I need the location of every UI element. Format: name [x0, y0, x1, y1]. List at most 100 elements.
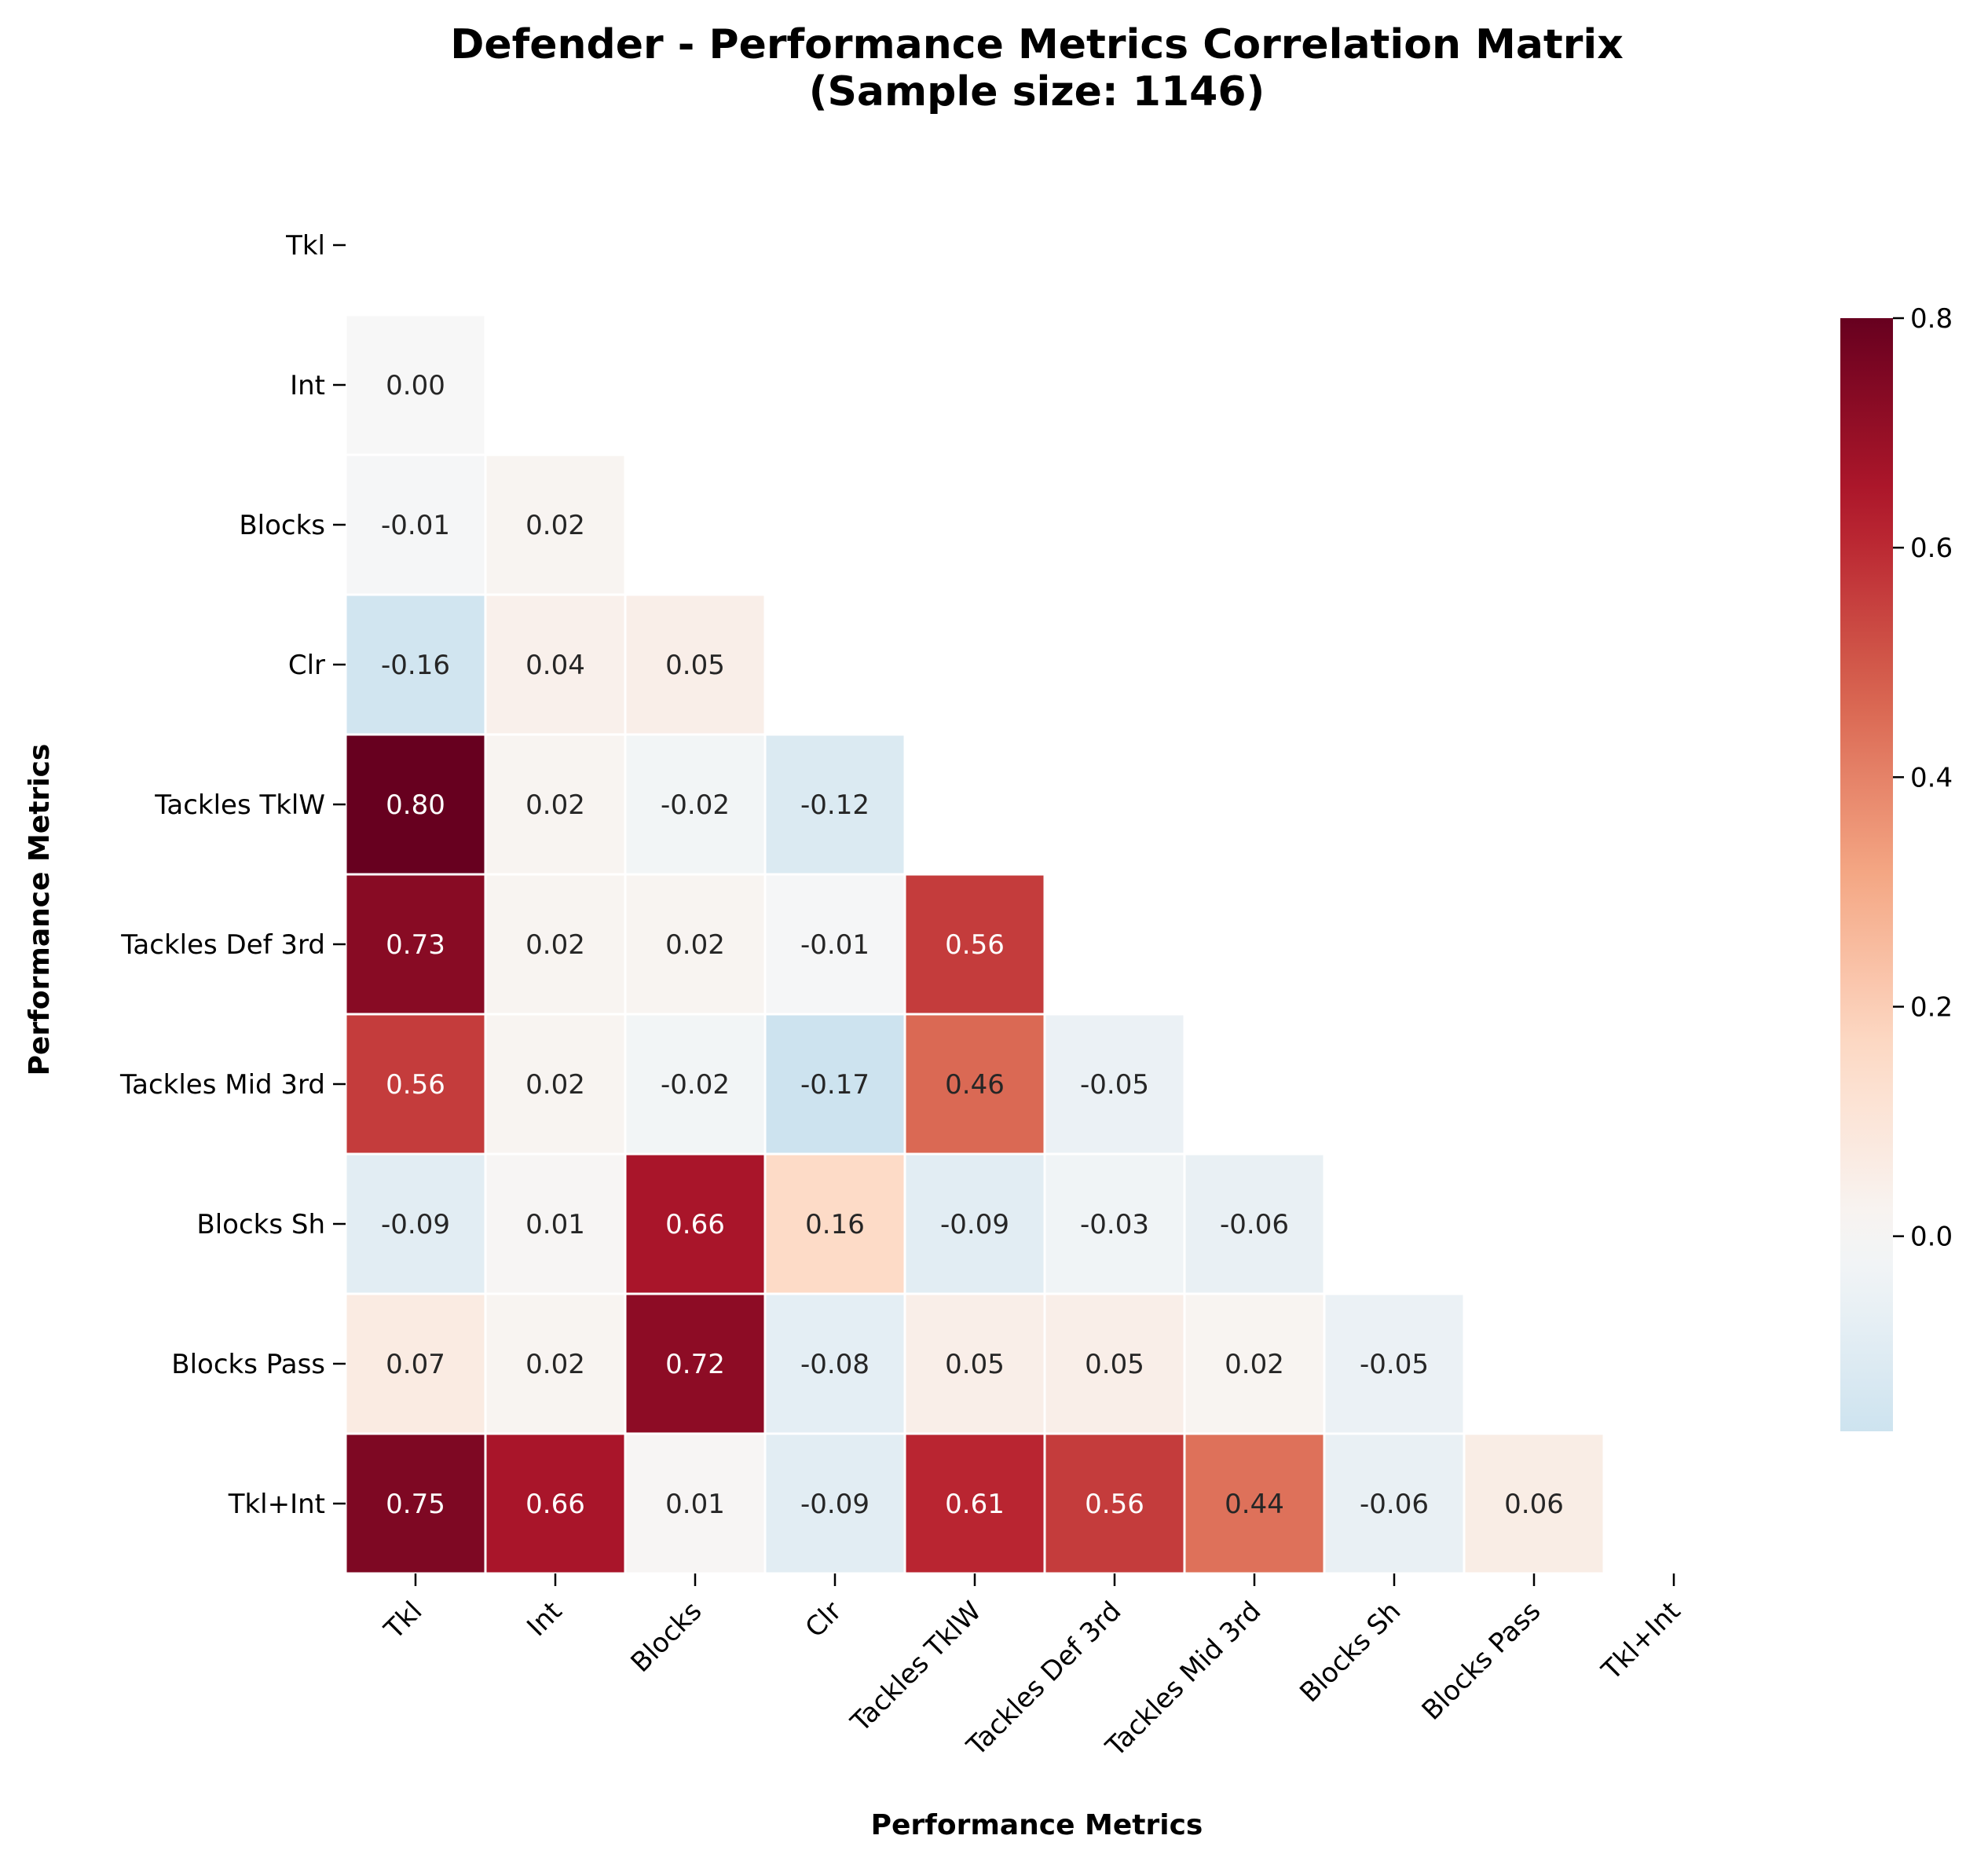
y-tick-label: Blocks Sh — [196, 1209, 325, 1240]
heatmap-cell-value: 0.56 — [386, 1069, 445, 1101]
heatmap-cell-value: -0.09 — [381, 1209, 450, 1240]
chart-title-line1: Defender - Performance Metrics Correlati… — [450, 21, 1624, 68]
heatmap-cell — [763, 733, 906, 876]
heatmap-cell-value: 0.73 — [386, 929, 445, 961]
heatmap-cell-value: 0.46 — [945, 1069, 1005, 1101]
heatmap-cell — [484, 733, 627, 876]
heatmap-cell-value: 0.61 — [945, 1489, 1005, 1520]
x-tick-label: Blocks Pass — [1416, 1595, 1547, 1727]
colorbar-tick-label: 0.2 — [1910, 991, 1953, 1023]
heatmap-cell-value: 0.02 — [665, 929, 725, 961]
heatmap-cell-value: -0.03 — [1080, 1209, 1149, 1240]
heatmap-cell-value: -0.01 — [381, 510, 450, 541]
heatmap-cell — [344, 1432, 487, 1575]
heatmap-cell — [903, 1013, 1046, 1156]
heatmap-cell-value: 0.72 — [665, 1349, 725, 1380]
heatmap-cell — [1323, 1292, 1466, 1435]
heatmap-cell — [1463, 1432, 1605, 1575]
colorbar — [1840, 318, 1893, 1431]
heatmap-cell — [1043, 1432, 1186, 1575]
heatmap-cell-value: 0.01 — [665, 1489, 725, 1520]
y-tick-label: Tkl — [285, 230, 325, 262]
heatmap-cell-value: 0.02 — [1225, 1349, 1284, 1380]
heatmap-cell-value: 0.16 — [805, 1209, 865, 1240]
heatmap-cell — [1043, 1152, 1186, 1295]
heatmap-cell-value: -0.01 — [800, 929, 870, 961]
heatmap-cell — [763, 1013, 906, 1156]
x-tick-label: Blocks — [625, 1595, 708, 1679]
x-tick-label: Clr — [800, 1595, 848, 1644]
heatmap-cell — [624, 1292, 767, 1435]
heatmap-cell-value: 0.56 — [1085, 1489, 1144, 1520]
heatmap-cell-value: 0.02 — [525, 1349, 585, 1380]
heatmap-cell — [484, 873, 627, 1016]
heatmap-cell — [1183, 1432, 1326, 1575]
heatmap-cell — [344, 313, 487, 456]
y-tick-label: Tackles TklW — [154, 789, 325, 821]
heatmap-cell — [763, 873, 906, 1016]
x-tick-label: Tkl — [378, 1595, 428, 1646]
heatmap-cell-value: -0.17 — [800, 1069, 870, 1101]
heatmap-cell-value: 0.44 — [1225, 1489, 1284, 1520]
x-tick-label: Int — [521, 1595, 568, 1643]
heatmap-cell — [763, 1152, 906, 1295]
heatmap-cell — [484, 453, 627, 596]
heatmap-cell-value: -0.06 — [1360, 1489, 1429, 1520]
heatmap-cell — [763, 1432, 906, 1575]
y-axis-ticks: Tkl Int Blocks Clr Tackles TklW Tackles Def 3… — [119, 230, 346, 1520]
colorbar-tick-label: 0.0 — [1910, 1222, 1953, 1253]
heatmap-cell-value: -0.08 — [800, 1349, 870, 1380]
heatmap-cell — [344, 453, 487, 596]
colorbar-tick-label: 0.6 — [1910, 533, 1953, 564]
x-tick-label: Blocks Sh — [1294, 1595, 1407, 1709]
heatmap-cell-value: 0.66 — [665, 1209, 725, 1240]
heatmap-cell — [344, 1292, 487, 1435]
y-tick-label: Tackles Def 3rd — [120, 929, 325, 961]
colorbar-ticks: 0.0 0.2 0.4 0.6 0.8 — [1893, 303, 1953, 1253]
heatmap-cell-value: -0.02 — [661, 1069, 730, 1101]
x-axis-title: Performance Metrics — [871, 1809, 1203, 1841]
chart-title-line2: (Sample size: 1146) — [809, 68, 1265, 115]
heatmap-cell-value: 0.56 — [945, 929, 1005, 961]
heatmap-cell-value: -0.12 — [800, 789, 870, 821]
heatmap-cell-value: -0.05 — [1080, 1069, 1149, 1101]
colorbar-tick-label: 0.4 — [1910, 762, 1953, 793]
y-tick-label: Int — [290, 370, 325, 401]
x-tick-label: Tackles Mid 3rd — [1100, 1595, 1268, 1764]
y-tick-label: Tkl+Int — [228, 1489, 325, 1520]
heatmap-cell-value: -0.09 — [940, 1209, 1009, 1240]
heatmap-cell-value: 0.06 — [1504, 1489, 1564, 1520]
heatmap-cell-labels: 0.00 -0.01 0.02 -0.16 0.04 0.05 0.80 0.02 -0.02 -… — [381, 370, 1564, 1520]
heatmap-cell-value: 0.00 — [386, 370, 445, 401]
heatmap-cell — [624, 593, 767, 736]
heatmap-cell-value: -0.02 — [661, 789, 730, 821]
heatmap-cell — [344, 1152, 487, 1295]
heatmap-cell-value: 0.07 — [386, 1349, 445, 1380]
heatmap-cell — [624, 1013, 767, 1156]
heatmap-cell-value: -0.06 — [1220, 1209, 1289, 1240]
y-tick-label: Blocks Pass — [171, 1349, 325, 1380]
heatmap-cell-value: 0.04 — [525, 650, 585, 681]
heatmap-cell-value: 0.02 — [525, 1069, 585, 1101]
heatmap-cell-value: 0.01 — [525, 1209, 585, 1240]
heatmap-cells — [344, 313, 1605, 1575]
y-axis-title: Performance Metrics — [24, 744, 56, 1076]
heatmap-cell-value: 0.02 — [525, 510, 585, 541]
heatmap-cell — [484, 1013, 627, 1156]
heatmap-cell-value: 0.05 — [1085, 1349, 1144, 1380]
heatmap-cell — [1043, 1013, 1186, 1156]
y-tick-label: Blocks — [239, 510, 325, 541]
y-tick-label: Tackles Mid 3rd — [119, 1069, 325, 1101]
heatmap-cell-value: 0.02 — [525, 929, 585, 961]
heatmap-cell — [1183, 1152, 1326, 1295]
heatmap-cell-value: 0.75 — [386, 1489, 445, 1520]
heatmap-cell-value: -0.16 — [381, 650, 450, 681]
heatmap-cell-value: -0.05 — [1360, 1349, 1429, 1380]
heatmap-cell-value: 0.80 — [386, 789, 445, 821]
x-tick-label: Tkl+Int — [1595, 1595, 1686, 1687]
heatmap-cell-value: 0.66 — [525, 1489, 585, 1520]
heatmap-cell-value: -0.09 — [800, 1489, 870, 1520]
heatmap-cell-value: 0.05 — [945, 1349, 1005, 1380]
